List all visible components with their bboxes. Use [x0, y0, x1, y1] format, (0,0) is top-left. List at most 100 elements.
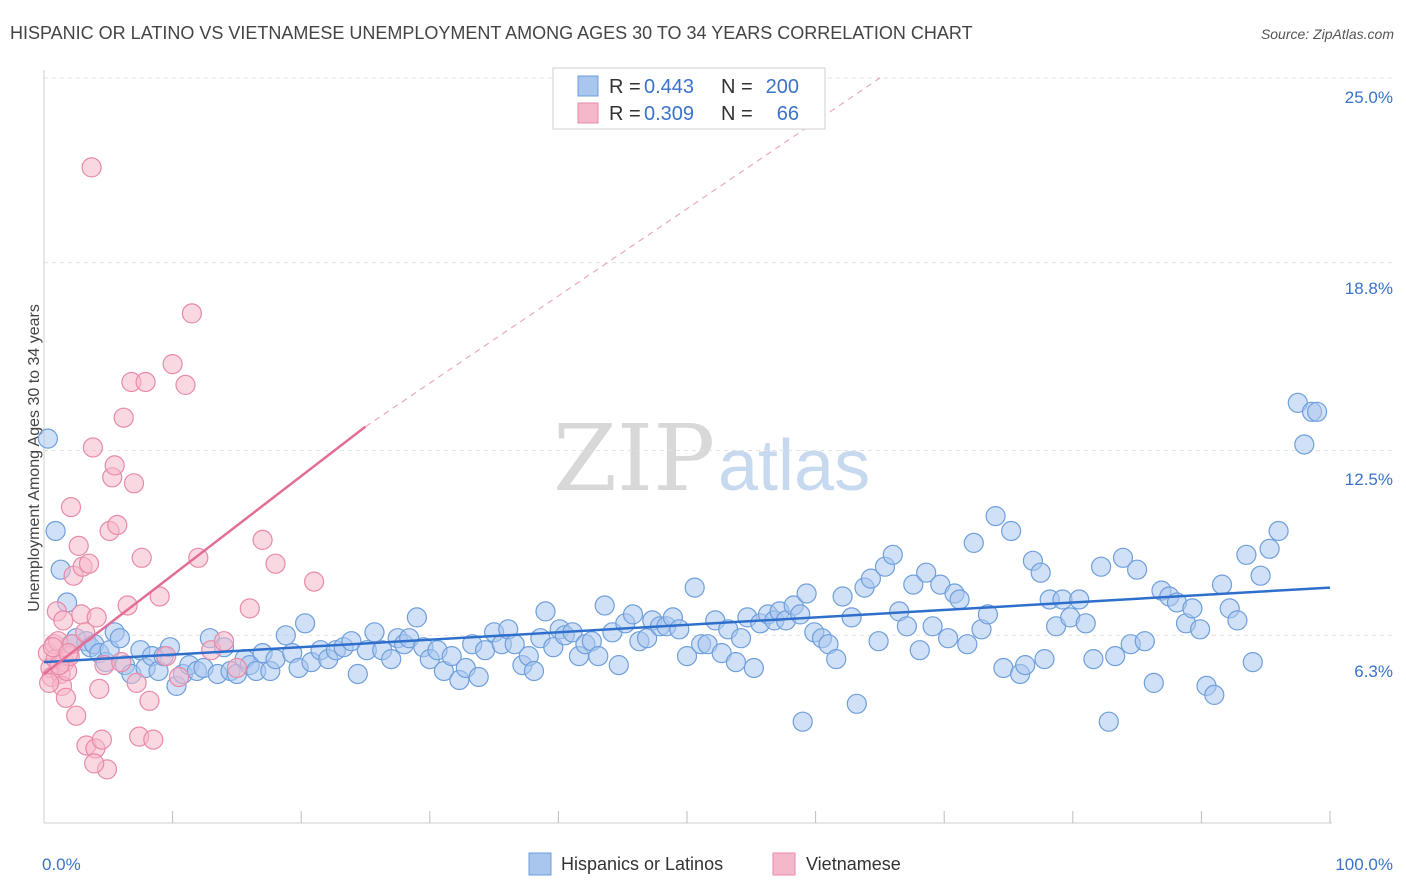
vietnamese-point-50	[143, 729, 164, 750]
vietnamese-point-59	[213, 631, 235, 652]
stats-legend-n-value-2: 66	[777, 103, 799, 125]
hispanics-point-158	[1112, 547, 1134, 568]
hispanics-point-96	[676, 645, 698, 667]
hispanics-point-95	[669, 619, 690, 640]
hispanics-point-179	[1287, 392, 1308, 413]
vietnamese-point-48	[135, 371, 156, 393]
hispanics-point-167	[1182, 598, 1203, 619]
hispanics-point-106	[743, 657, 765, 679]
hispanics-point-174	[1236, 544, 1257, 565]
hispanics-point-124	[868, 631, 889, 652]
hispanics-point-153	[1075, 613, 1096, 634]
hispanics-point-47	[341, 631, 362, 652]
hispanics-point-141	[985, 505, 1006, 527]
stats-legend-r-value-2: 0.309	[644, 103, 694, 125]
vietnamese-point-28	[81, 157, 102, 178]
vietnamese-point-41	[113, 407, 134, 428]
stats-legend-r-label-2: R =	[609, 103, 641, 125]
vietnamese-point-60	[226, 657, 247, 679]
stats-legend-n-label-1: N =	[721, 76, 753, 98]
vietnamese-point-56	[181, 303, 202, 324]
hispanics-point-184	[1034, 648, 1055, 670]
hispanics-point-113	[790, 604, 811, 625]
trend-lines	[43, 77, 1331, 675]
vietnamese-point-65	[84, 753, 105, 774]
hispanics-point-1	[45, 520, 66, 542]
hispanics-point-157	[1105, 645, 1126, 667]
vietnamese-point-62	[252, 529, 273, 551]
hispanics-point-176	[1250, 565, 1271, 586]
hispanics-point-170	[1204, 684, 1225, 706]
vietnamese-point-32	[89, 678, 110, 700]
chart-title: HISPANIC OR LATINO VS VIETNAMESE UNEMPLO…	[10, 23, 973, 43]
hispanics-point-137	[957, 634, 978, 655]
vietnamese-point-47	[131, 547, 152, 568]
hispanics-point-104	[730, 628, 752, 649]
stats-legend: R = 0.443 N = 200 R = 0.309 N = 66	[552, 67, 826, 130]
chart-source: Source: ZipAtlas.com	[1261, 26, 1394, 42]
vietnamese-point-38	[104, 455, 125, 476]
trend-line-hispanics	[43, 586, 1331, 664]
vietnamese-point-12	[38, 672, 60, 694]
hispanics-point-126	[882, 544, 903, 565]
y-tick-labels: 25.0% 18.8% 12.5% 6.3%	[1345, 88, 1393, 681]
y-tick-label-25: 25.0%	[1345, 88, 1393, 107]
hispanics-point-155	[1090, 556, 1112, 577]
hispanics-point-140	[977, 604, 999, 625]
vietnamese-point-29	[82, 437, 104, 458]
vietnamese-point-44	[123, 473, 145, 494]
y-tick-label-18-8: 18.8%	[1345, 279, 1393, 298]
hispanics-point-84	[594, 595, 615, 616]
hispanics-point-177	[1259, 538, 1280, 559]
vietnamese-point-40	[111, 651, 132, 673]
vietnamese-point-53	[162, 354, 183, 375]
vietnamese-point-54	[168, 666, 190, 688]
vietnamese-point-49	[139, 690, 160, 711]
hispanics-point-73	[523, 660, 545, 682]
vietnamese-point-31	[86, 607, 107, 628]
hispanics-point-83	[588, 645, 609, 667]
hispanics-point-56	[406, 607, 427, 628]
hispanics-point-156	[1098, 711, 1119, 732]
vietnamese-point-42	[117, 595, 138, 616]
hispanics-point-101	[711, 642, 732, 664]
stats-legend-n-label-2: N =	[721, 103, 753, 125]
series-legend-swatch-vietnamese	[772, 852, 796, 876]
hispanics-point-120	[841, 607, 862, 628]
hispanics-point-121	[846, 693, 867, 714]
vietnamese-point-63	[265, 553, 286, 574]
hispanics-point-86	[608, 654, 629, 676]
y-axis-label: Unemployment Among Ages 30 to 34 years	[26, 304, 43, 612]
vietnamese-point-61	[239, 598, 260, 619]
hispanics-point-160	[1126, 559, 1148, 580]
series-legend: Hispanics or Latinos Vietnamese	[528, 852, 901, 876]
series-legend-label-hispanics: Hispanics or Latinos	[561, 854, 723, 874]
series-legend-label-vietnamese: Vietnamese	[806, 854, 901, 874]
vietnamese-point-64	[304, 571, 325, 592]
stats-legend-r-label-1: R =	[609, 76, 641, 98]
x-tick-label-min: 0.0%	[42, 855, 81, 874]
vietnamese-point-39	[107, 514, 128, 536]
hispanics-point-131	[916, 562, 937, 583]
hispanics-point-152	[1069, 589, 1090, 610]
hispanics-point-52	[381, 648, 402, 670]
vietnamese-point-22	[68, 535, 89, 557]
x-axis-ticks	[172, 811, 1331, 823]
hispanics-point-138	[963, 532, 984, 554]
series-vietnamese-points	[37, 157, 325, 780]
gridlines	[44, 77, 1394, 636]
series-hispanics-points	[37, 392, 1328, 732]
vietnamese-point-17	[55, 687, 77, 708]
hispanics-point-114	[796, 583, 817, 604]
vietnamese-point-21	[66, 705, 87, 726]
hispanics-point-182	[1306, 401, 1328, 422]
hispanics-point-162	[1143, 672, 1164, 694]
hispanics-point-119	[832, 586, 853, 607]
hispanics-point-65	[468, 666, 489, 688]
stats-legend-swatch-blue	[577, 75, 599, 97]
hispanics-point-123	[860, 568, 882, 589]
hispanics-point-75	[535, 601, 556, 622]
hispanics-point-134	[937, 628, 959, 649]
hispanics-point-173	[1227, 610, 1248, 631]
trend-line-vietnamese-extension	[365, 77, 881, 428]
